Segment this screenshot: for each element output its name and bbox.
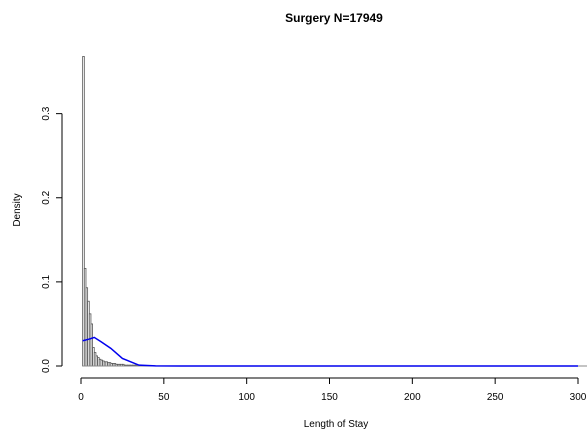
density-lines — [82, 336, 578, 367]
y-tick-label: 0.1 — [41, 274, 52, 288]
x-tick-label: 50 — [158, 392, 170, 403]
y-tick-label: 0.0 — [41, 359, 52, 373]
chart-title: Surgery N=17949 — [285, 11, 383, 25]
x-tick-label: 0 — [78, 392, 84, 403]
density-line — [82, 336, 578, 367]
x-axis: 0 50 100 150 200 250 300 — [78, 377, 587, 403]
y-axis-label: Density — [12, 193, 23, 226]
y-tick-label: 0.3 — [41, 106, 52, 120]
x-tick-label: 100 — [238, 392, 255, 403]
x-tick-label: 250 — [487, 392, 504, 403]
histogram-bars — [82, 56, 587, 367]
x-tick-label: 150 — [321, 392, 338, 403]
x-tick-label: 300 — [570, 392, 587, 403]
x-axis-label: Length of Stay — [304, 419, 369, 430]
y-axis: 0.0 0.1 0.2 0.3 — [41, 106, 63, 373]
y-tick-label: 0.2 — [41, 190, 52, 204]
x-tick-label: 200 — [404, 392, 421, 403]
